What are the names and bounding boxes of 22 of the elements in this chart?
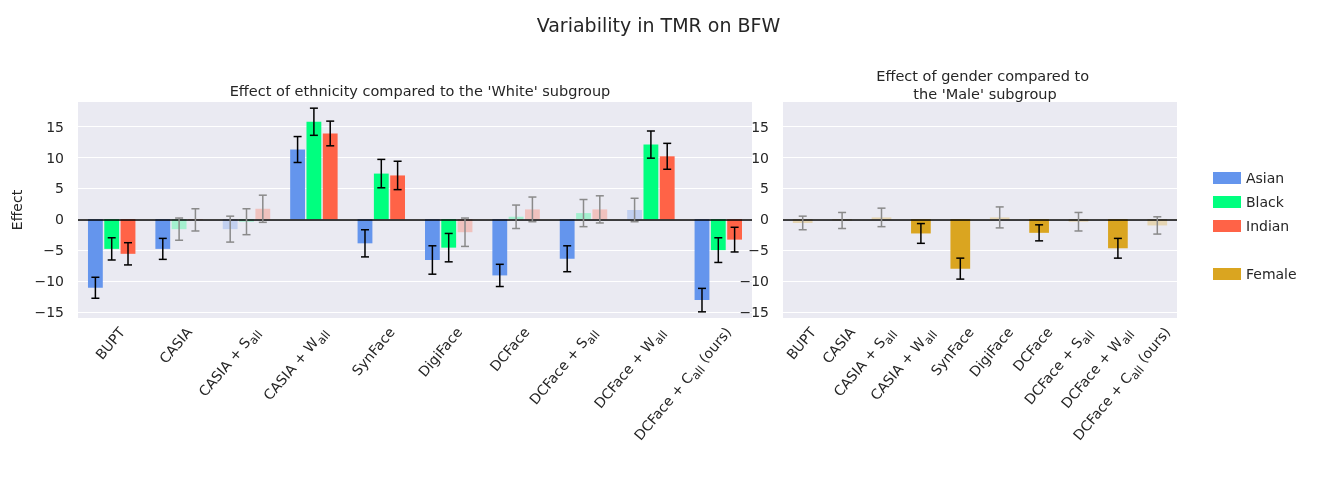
y-tick-label: −5 (748, 242, 769, 259)
legend-label: Asian (1246, 170, 1285, 186)
y-tick-label: 15 (46, 118, 64, 135)
legend-label: Indian (1246, 218, 1290, 234)
legend-label: Black (1246, 194, 1285, 210)
chart-title: Effect of gender compared to the 'Male' subgroup (876, 68, 1094, 102)
y-tick-label: 5 (760, 180, 769, 197)
y-tick-label: 15 (751, 118, 769, 135)
y-tick-label: −5 (43, 242, 64, 259)
y-tick-label: 10 (46, 149, 64, 166)
y-tick-label: 0 (760, 211, 769, 228)
y-axis-title: Effect (8, 189, 25, 231)
chart-title: Variability in TMR on BFW (536, 13, 781, 36)
y-tick-label: −10 (739, 272, 769, 289)
y-tick-label: 0 (55, 211, 64, 228)
chart-subtitle: Effect of ethnicity compared to the 'White' subgroup (229, 82, 611, 99)
legend-label: Female (1246, 266, 1297, 282)
y-tick-label: −10 (34, 272, 64, 289)
y-tick-label: −15 (739, 303, 769, 320)
y-tick-label: 10 (751, 149, 769, 166)
y-tick-label: −15 (34, 303, 64, 320)
y-tick-label: 5 (55, 180, 64, 197)
